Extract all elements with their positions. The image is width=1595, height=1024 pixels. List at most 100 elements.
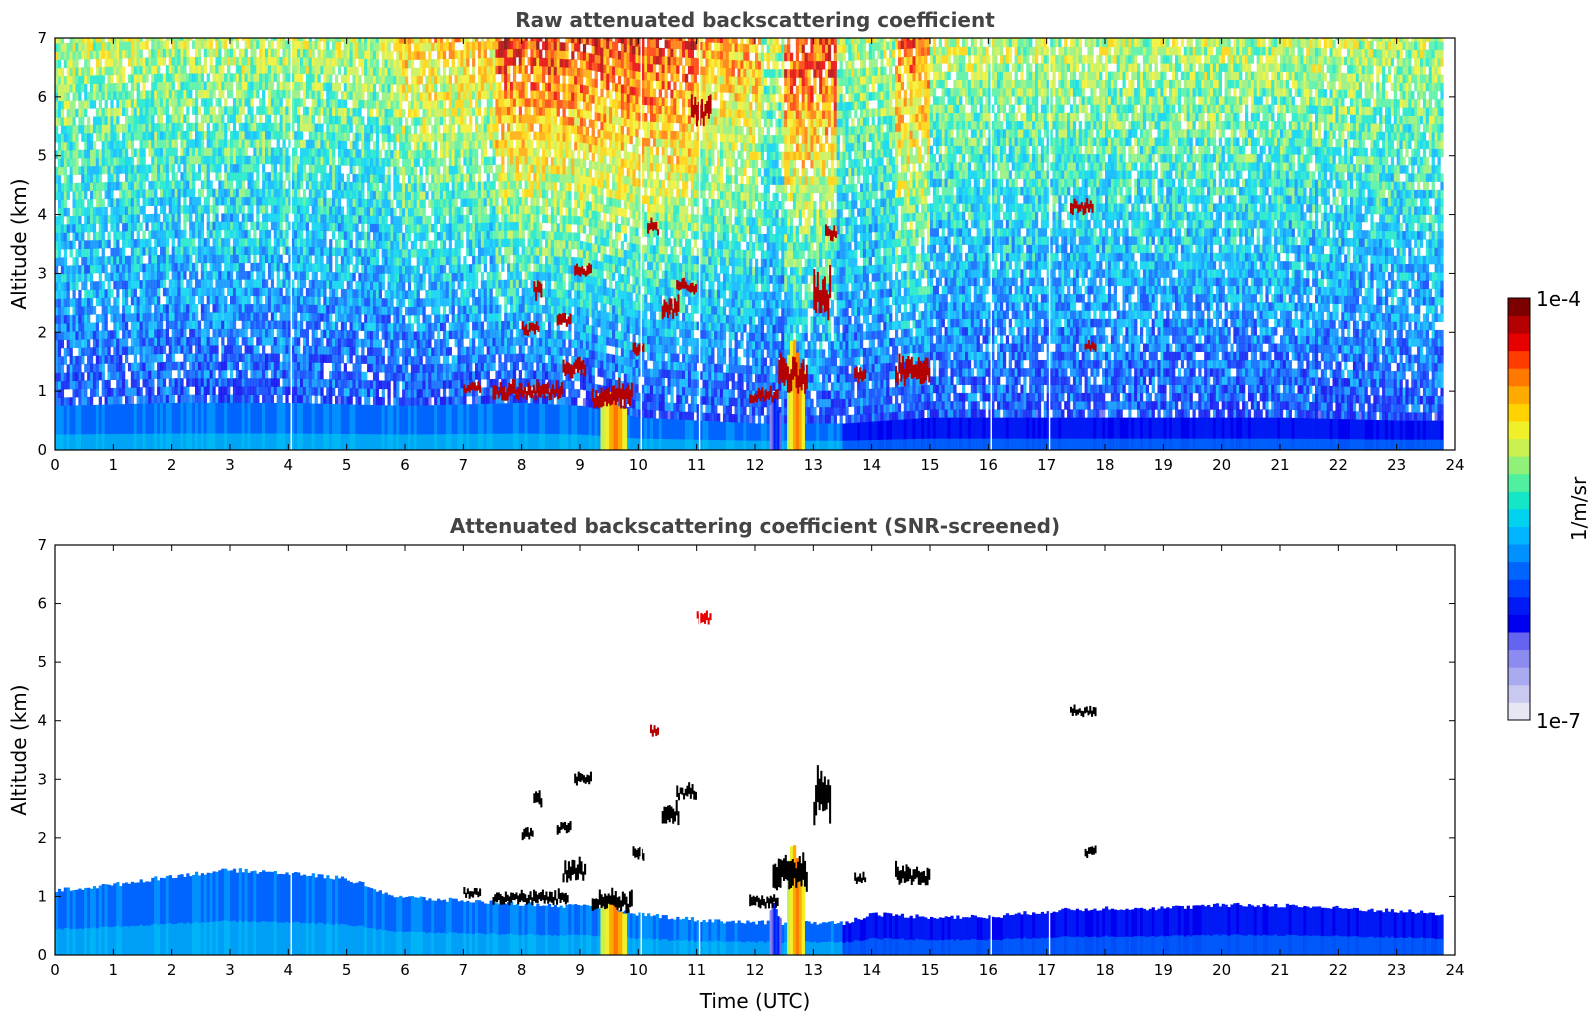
raw-xtick-label-8: 8 — [517, 456, 527, 474]
raw-ytick-label-4: 4 — [37, 206, 47, 224]
screened-cloud-17 — [895, 861, 930, 885]
colorbar-band-22 — [1508, 316, 1530, 334]
screened-xtick-label-15: 15 — [920, 961, 939, 979]
screened-xtick-label-2: 2 — [167, 961, 177, 979]
colorbar-band-4 — [1508, 632, 1530, 650]
raw-ytick-label-1: 1 — [37, 382, 47, 400]
colorbar-band-9 — [1508, 544, 1530, 562]
raw-ytick-label-7: 7 — [37, 29, 47, 47]
screened-boundary-layer — [55, 868, 1444, 955]
panel-raw: Raw attenuated backscattering coefficien… — [7, 8, 1465, 474]
colorbar-band-7 — [1508, 579, 1530, 597]
colorbar-band-20 — [1508, 351, 1530, 369]
raw-plume-1 — [770, 398, 782, 450]
raw-ytick-label-2: 2 — [37, 323, 47, 341]
colorbar-band-13 — [1508, 474, 1530, 492]
screened-xtick-label-24: 24 — [1445, 961, 1464, 979]
screened-xtick-label-4: 4 — [284, 961, 294, 979]
screened-cloud-2 — [522, 827, 534, 840]
screened-xtick-label-9: 9 — [575, 961, 585, 979]
raw-ytick-label-3: 3 — [37, 264, 47, 282]
colorbar-band-11 — [1508, 509, 1530, 527]
screened-cloud-15 — [813, 765, 831, 825]
raw-xtick-label-10: 10 — [629, 456, 648, 474]
panel-screened-xlabel: Time (UTC) — [699, 989, 811, 1013]
screened-xtick-label-14: 14 — [862, 961, 881, 979]
screened-xtick-label-21: 21 — [1270, 961, 1289, 979]
raw-xtick-label-17: 17 — [1037, 456, 1056, 474]
screened-xtick-label-17: 17 — [1037, 961, 1056, 979]
screened-ytick-label-0: 0 — [37, 946, 47, 964]
screened-ytick-label-4: 4 — [37, 712, 47, 730]
screened-xtick-label-23: 23 — [1387, 961, 1406, 979]
raw-ytick-label-5: 5 — [37, 147, 47, 165]
colorbar-band-19 — [1508, 368, 1530, 386]
raw-ytick-label-6: 6 — [37, 88, 47, 106]
screened-xtick-label-22: 22 — [1329, 961, 1348, 979]
raw-xtick-label-6: 6 — [400, 456, 410, 474]
screened-cloud-3 — [533, 790, 542, 807]
colorbar-unit-label: 1/m/sr — [1567, 476, 1591, 541]
colorbar-max-label: 1e-4 — [1536, 287, 1581, 311]
screened-xtick-label-5: 5 — [342, 961, 352, 979]
screened-ytick-label-5: 5 — [37, 653, 47, 671]
colorbar-band-2 — [1508, 667, 1530, 685]
raw-xtick-label-15: 15 — [920, 456, 939, 474]
raw-xtick-label-5: 5 — [342, 456, 352, 474]
screened-xtick-label-12: 12 — [745, 961, 764, 979]
screened-ytick-label-6: 6 — [37, 595, 47, 613]
screened-cloud-0 — [463, 887, 481, 899]
raw-xtick-label-23: 23 — [1387, 456, 1406, 474]
raw-xtick-label-1: 1 — [109, 456, 119, 474]
screened-xtick-label-10: 10 — [629, 961, 648, 979]
colorbar-band-23 — [1508, 298, 1530, 316]
raw-xtick-label-13: 13 — [804, 456, 823, 474]
raw-xtick-label-22: 22 — [1329, 456, 1348, 474]
screened-xtick-label-20: 20 — [1212, 961, 1231, 979]
colorbar-band-16 — [1508, 421, 1530, 439]
colorbar-band-6 — [1508, 597, 1530, 615]
panel-screened-title: Attenuated backscattering coefficient (S… — [450, 514, 1060, 538]
colorbar-band-18 — [1508, 386, 1530, 404]
panel-screened-ylabel: Altitude (km) — [7, 684, 31, 815]
panel-raw-title: Raw attenuated backscattering coefficien… — [515, 8, 995, 32]
screened-xtick-label-0: 0 — [50, 961, 60, 979]
screened-cloud-8 — [633, 846, 645, 861]
raw-noise-field — [55, 30, 1444, 424]
screened-cloud-6 — [563, 857, 587, 883]
raw-xtick-label-19: 19 — [1154, 456, 1173, 474]
colorbar-band-21 — [1508, 333, 1530, 351]
colorbar-band-10 — [1508, 527, 1530, 545]
panel-raw-plot-area — [55, 30, 1444, 450]
colorbar-band-12 — [1508, 491, 1530, 509]
colorbar-min-label: 1e-7 — [1536, 709, 1581, 733]
screened-plume-1 — [770, 903, 782, 955]
screened-xtick-label-7: 7 — [459, 961, 469, 979]
colorbar-band-17 — [1508, 404, 1530, 422]
colorbar-band-3 — [1508, 650, 1530, 668]
colorbar-band-0 — [1508, 702, 1530, 720]
screened-cloud-11 — [676, 782, 697, 800]
raw-xtick-label-24: 24 — [1445, 456, 1464, 474]
screened-cloud-4 — [557, 821, 572, 835]
colorbar-bands — [1508, 298, 1530, 720]
colorbar-band-15 — [1508, 439, 1530, 457]
raw-xtick-label-14: 14 — [862, 456, 881, 474]
screened-cloud-5 — [574, 772, 592, 786]
screened-ytick-label-1: 1 — [37, 887, 47, 905]
screened-ytick-label-7: 7 — [37, 536, 47, 554]
raw-xtick-label-21: 21 — [1270, 456, 1289, 474]
screened-ytick-label-2: 2 — [37, 829, 47, 847]
screened-xtick-label-3: 3 — [225, 961, 235, 979]
colorbar-band-1 — [1508, 685, 1530, 703]
colorbar: 1e-4 1e-7 1/m/sr — [1508, 287, 1591, 733]
screened-xtick-label-1: 1 — [109, 961, 119, 979]
panel-screened-plot-area — [55, 545, 1444, 955]
colorbar-band-14 — [1508, 456, 1530, 474]
screened-cloud-18 — [1070, 705, 1097, 718]
raw-xtick-label-2: 2 — [167, 456, 177, 474]
screened-cloud-19 — [1085, 846, 1097, 859]
raw-xtick-label-20: 20 — [1212, 456, 1231, 474]
screened-xtick-label-18: 18 — [1095, 961, 1114, 979]
